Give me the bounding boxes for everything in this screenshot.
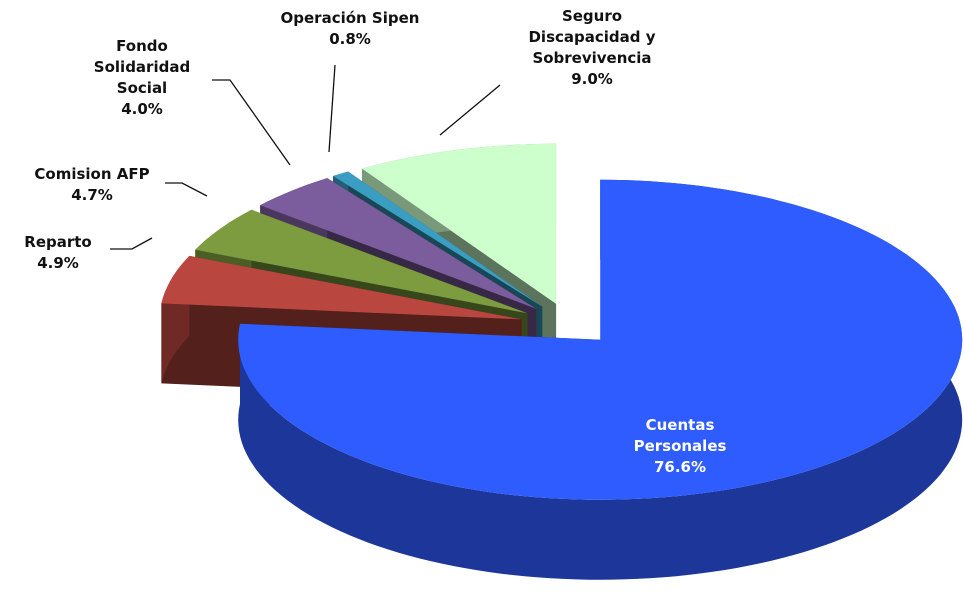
value-label: 76.6% (653, 458, 707, 476)
value-label: 4.7% (71, 186, 113, 204)
slice-top (260, 178, 537, 309)
category-name: Cuentas Personales (633, 416, 727, 455)
slice-top (238, 179, 963, 500)
slice-top (195, 209, 528, 314)
value-label: 0.8% (329, 30, 371, 48)
slice (238, 179, 963, 580)
slice-label: Reparto 4.9% (3, 232, 113, 274)
value-label: 4.0% (121, 100, 163, 118)
slice-top (333, 171, 543, 307)
leader-line (328, 64, 336, 153)
value-label: 9.0% (571, 70, 613, 88)
category-name: Fondo Solidaridad Social (93, 37, 191, 97)
leader-line (212, 79, 291, 166)
value-label: 4.9% (37, 254, 79, 272)
slice-label: Cuentas Personales 76.6% (615, 415, 745, 478)
slice-top (362, 143, 557, 304)
slice-label: Fondo Solidaridad Social 4.0% (80, 36, 205, 120)
leader-line (165, 182, 208, 197)
category-name: Operación Sipen (280, 9, 420, 27)
category-name: Seguro Discapacidad y Sobrevivencia (528, 7, 656, 67)
leader-line (110, 237, 153, 250)
category-name: Reparto (24, 233, 92, 251)
leader-line (439, 84, 501, 136)
category-name: Comision AFP (34, 165, 150, 183)
slice-label: Seguro Discapacidad y Sobrevivencia 9.0% (512, 6, 672, 90)
slice-top (161, 255, 522, 320)
slice-label: Comision AFP 4.7% (7, 164, 177, 206)
slice-label: Operación Sipen 0.8% (265, 8, 435, 50)
